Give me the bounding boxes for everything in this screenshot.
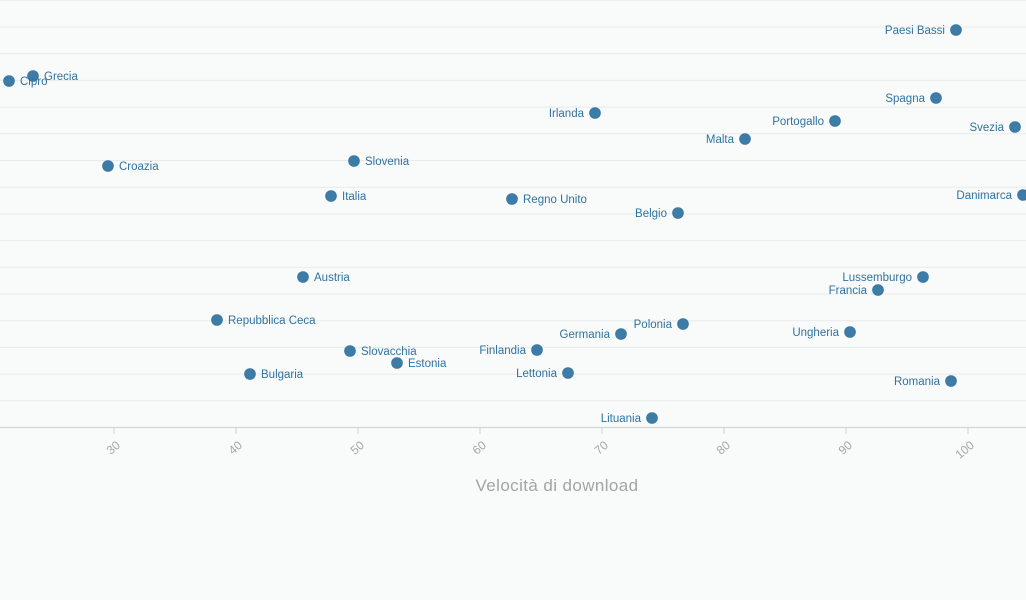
point-label: Polonia bbox=[634, 319, 673, 331]
data-point-slovacchia[interactable] bbox=[344, 345, 356, 357]
point-label: Slovacchia bbox=[361, 346, 417, 358]
data-point-estonia[interactable] bbox=[391, 357, 403, 369]
data-point-portogallo[interactable] bbox=[829, 115, 841, 127]
x-tick-label: 80 bbox=[714, 438, 733, 458]
data-point-repubblica-ceca[interactable] bbox=[211, 314, 223, 326]
point-label: Finlandia bbox=[479, 345, 526, 357]
point-label: Italia bbox=[342, 191, 367, 203]
point-label: Regno Unito bbox=[523, 194, 587, 206]
data-point-danimarca[interactable] bbox=[1017, 189, 1026, 201]
x-tick-label: 100 bbox=[953, 438, 978, 462]
point-label: Germania bbox=[560, 329, 611, 341]
point-label: Bulgaria bbox=[261, 369, 304, 381]
point-label: Ungheria bbox=[792, 327, 839, 339]
point-label: Svezia bbox=[969, 122, 1004, 134]
x-tick-label: 70 bbox=[592, 438, 611, 458]
data-point-grecia[interactable] bbox=[27, 70, 39, 82]
point-label: Slovenia bbox=[365, 156, 410, 168]
point-label: Lituania bbox=[601, 413, 642, 425]
point-label: Austria bbox=[314, 272, 350, 284]
point-label: Grecia bbox=[44, 71, 78, 83]
point-label: Spagna bbox=[885, 93, 925, 105]
data-point-ungheria[interactable] bbox=[844, 326, 856, 338]
x-tick-label: 60 bbox=[470, 438, 489, 458]
x-tick-label: 50 bbox=[348, 438, 367, 458]
data-point-finlandia[interactable] bbox=[531, 344, 543, 356]
point-label: Portogallo bbox=[772, 116, 824, 128]
data-point-svezia[interactable] bbox=[1009, 121, 1021, 133]
point-label: Danimarca bbox=[956, 190, 1012, 202]
data-point-irlanda[interactable] bbox=[589, 107, 601, 119]
data-point-lettonia[interactable] bbox=[562, 367, 574, 379]
data-point-cipro[interactable] bbox=[3, 75, 15, 87]
point-label: Lussemburgo bbox=[842, 272, 912, 284]
point-label: Irlanda bbox=[549, 108, 585, 120]
data-point-spagna[interactable] bbox=[930, 92, 942, 104]
point-label: Lettonia bbox=[516, 368, 558, 380]
x-tick-label: 30 bbox=[104, 438, 123, 458]
point-label: Cipro bbox=[20, 76, 47, 88]
data-point-lituania[interactable] bbox=[646, 412, 658, 424]
data-point-polonia[interactable] bbox=[677, 318, 689, 330]
point-label: Romania bbox=[894, 376, 941, 388]
point-label: Francia bbox=[829, 285, 868, 297]
data-point-austria[interactable] bbox=[297, 271, 309, 283]
x-tick-label: 90 bbox=[836, 438, 855, 458]
point-label: Belgio bbox=[635, 208, 667, 220]
data-point-germania[interactable] bbox=[615, 328, 627, 340]
data-point-paesi-bassi[interactable] bbox=[950, 24, 962, 36]
data-point-italia[interactable] bbox=[325, 190, 337, 202]
point-label: Repubblica Ceca bbox=[228, 315, 316, 327]
data-point-romania[interactable] bbox=[945, 375, 957, 387]
data-point-belgio[interactable] bbox=[672, 207, 684, 219]
x-tick-label: 40 bbox=[226, 438, 245, 458]
data-point-croazia[interactable] bbox=[102, 160, 114, 172]
x-axis-title: Velocità di download bbox=[475, 476, 639, 495]
point-label: Croazia bbox=[119, 161, 159, 173]
data-point-lussemburgo[interactable] bbox=[917, 271, 929, 283]
data-point-slovenia[interactable] bbox=[348, 155, 360, 167]
data-point-francia[interactable] bbox=[872, 284, 884, 296]
data-point-malta[interactable] bbox=[739, 133, 751, 145]
data-point-regno-unito[interactable] bbox=[506, 193, 518, 205]
point-label: Malta bbox=[706, 134, 735, 146]
point-label: Estonia bbox=[408, 358, 447, 370]
point-label: Paesi Bassi bbox=[885, 25, 945, 37]
data-point-bulgaria[interactable] bbox=[244, 368, 256, 380]
